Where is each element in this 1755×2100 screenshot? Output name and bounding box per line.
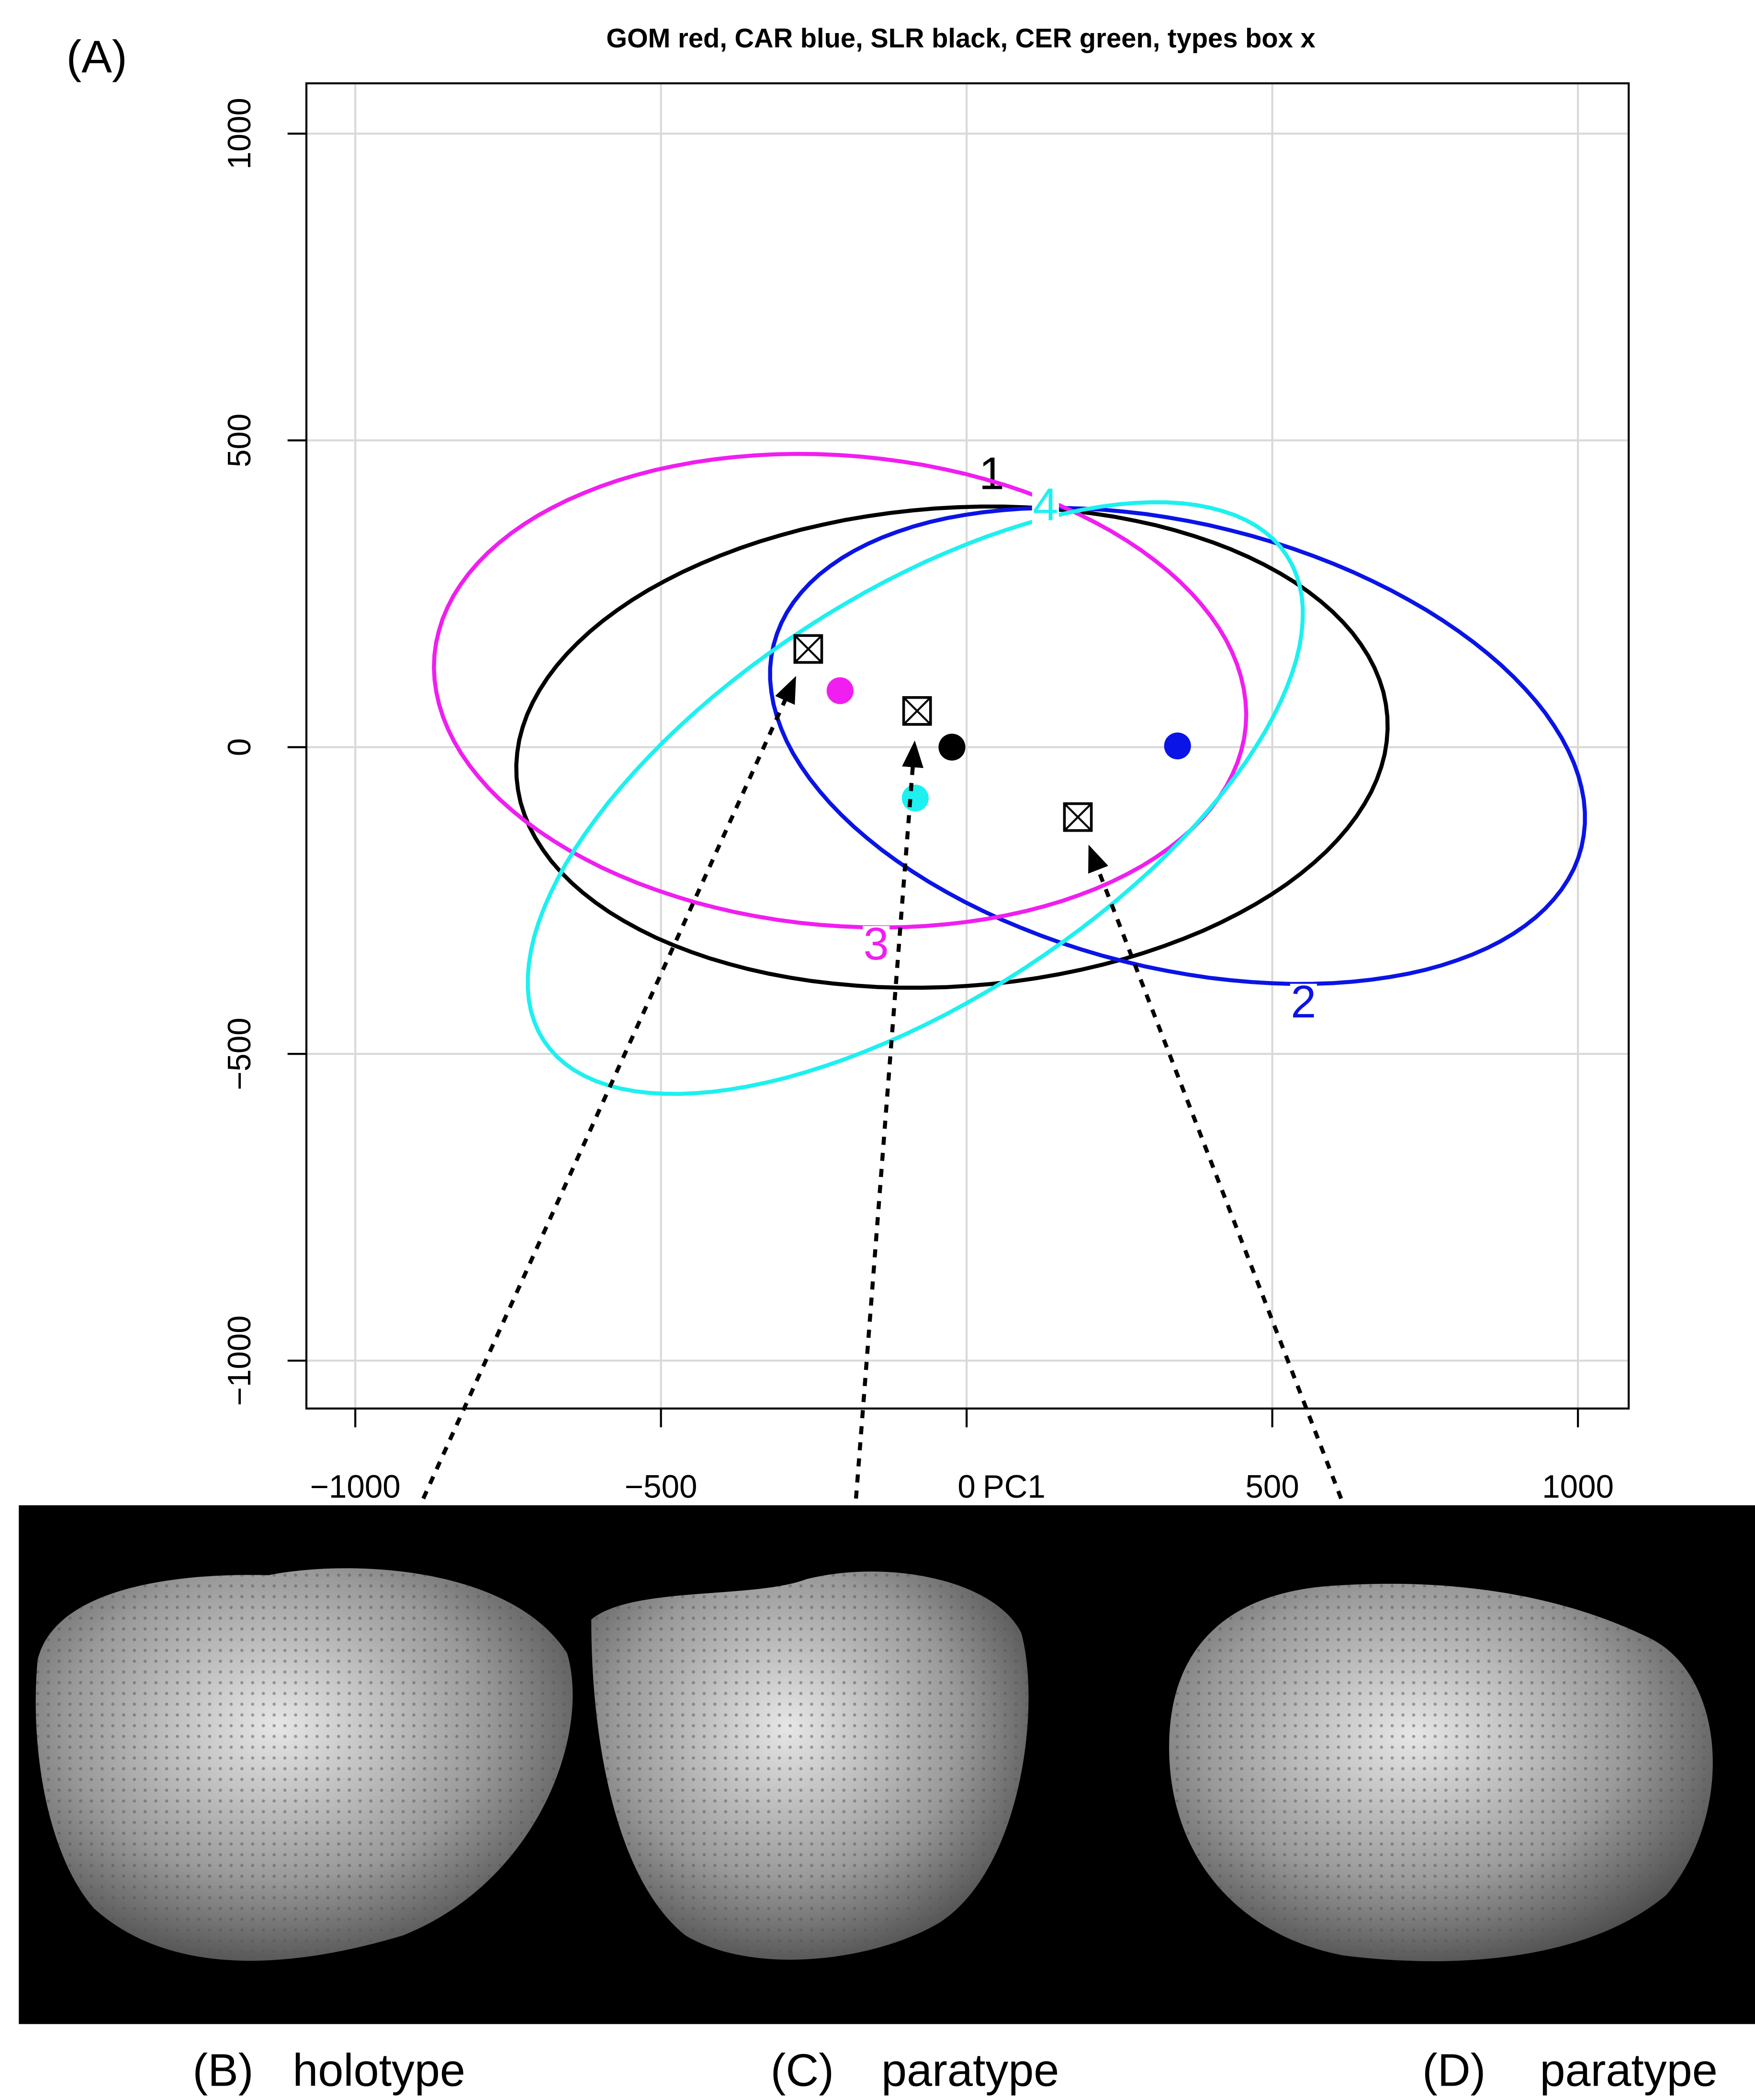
x-tick-label: 0	[957, 1469, 975, 1505]
panel-label: (D)	[1422, 2045, 1485, 2096]
y-tick-label: 1000	[222, 98, 258, 169]
panel-caption: paratype	[1540, 2045, 1717, 2096]
y-tick-label: 500	[222, 414, 258, 467]
type-specimen	[793, 634, 823, 664]
type-specimen	[902, 696, 932, 726]
confidence-ellipse	[526, 500, 1305, 1096]
pointer-arrow	[1091, 856, 1343, 1500]
x-tick-label: 1000	[1542, 1469, 1614, 1505]
type-cross	[1064, 802, 1092, 832]
type-cross	[794, 634, 822, 664]
arrow-head	[902, 740, 923, 768]
ellipse-label: 2	[1291, 977, 1316, 1027]
specimen-photo	[35, 1568, 573, 1961]
pointer-arrow	[854, 754, 916, 1499]
arrow-head	[775, 676, 796, 705]
ellipse-label: 4	[1033, 479, 1058, 530]
confidence-ellipse	[768, 506, 1587, 986]
panel-label: (C)	[771, 2045, 834, 2096]
x-axis-label: PC1	[983, 1469, 1046, 1505]
chart-title: GOM red, CAR blue, SLR black, CER green,…	[606, 23, 1315, 53]
pointer-arrow	[421, 687, 793, 1500]
confidence-ellipse	[432, 452, 1249, 930]
panel-caption: holotype	[292, 2045, 465, 2096]
specimen-photo	[1169, 1583, 1713, 1962]
panel-label: (A)	[67, 32, 127, 83]
group-mean	[901, 784, 929, 812]
type-cross	[903, 697, 932, 725]
plot-area: −1000 −500 0 500 1000 −1000 −500 0 500 1000 PC1 1 2 3…	[222, 82, 1630, 1505]
x-tick-label: −500	[625, 1469, 698, 1505]
panel-label: (B)	[192, 2045, 253, 2096]
x-tick-label: 500	[1245, 1469, 1299, 1505]
x-tick-label: −1000	[310, 1469, 401, 1505]
y-tick-label: −1000	[222, 1315, 258, 1406]
group-mean	[938, 734, 966, 761]
ellipse-label: 1	[979, 449, 1004, 499]
group-mean	[826, 677, 854, 704]
arrow-head	[1088, 845, 1109, 874]
label-bg	[863, 926, 890, 969]
y-tick-label: −500	[222, 1017, 258, 1090]
group-mean	[1164, 732, 1191, 759]
panel-caption: paratype	[881, 2045, 1059, 2096]
confidence-ellipse	[514, 504, 1390, 990]
specimen-photo	[591, 1571, 1029, 1960]
y-tick-label: 0	[222, 738, 258, 756]
plot-frame	[305, 82, 1630, 1410]
label-bg	[1290, 983, 1317, 1027]
label-bg	[1032, 486, 1059, 530]
ellipse-label: 3	[864, 919, 889, 970]
type-specimen	[1063, 802, 1093, 832]
